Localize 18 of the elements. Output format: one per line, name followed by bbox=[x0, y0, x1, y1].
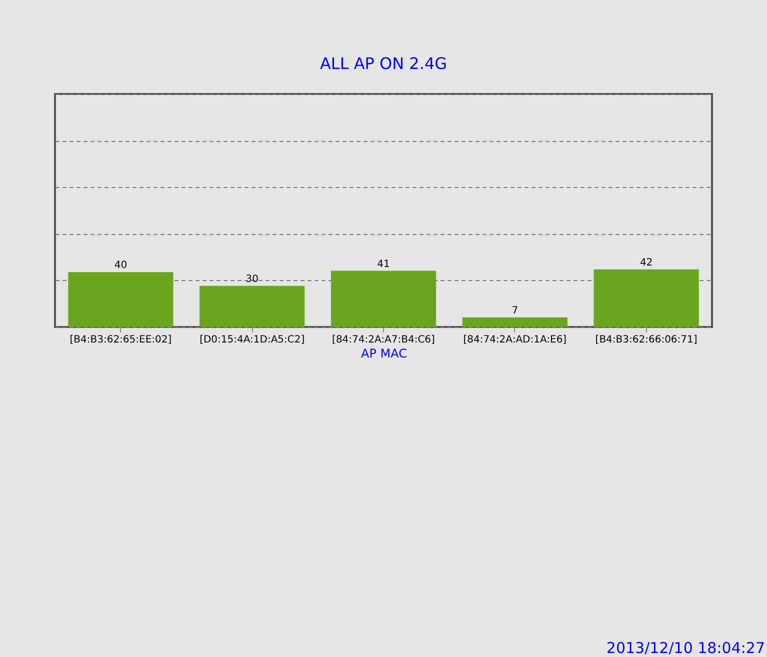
data-label: 42 bbox=[640, 257, 653, 268]
x-tick-label: [84:74:2A:AD:1A:E6] bbox=[463, 334, 567, 346]
data-label: 7 bbox=[512, 305, 518, 316]
data-label: 40 bbox=[114, 260, 128, 272]
chart-title: ALL AP ON 2.4G bbox=[320, 54, 448, 73]
data-label: 41 bbox=[377, 258, 390, 270]
text: 2013/12/10 18:04:27 bbox=[606, 639, 765, 657]
x-tick-label: [B4:B3:62:65:EE:02] bbox=[70, 334, 172, 346]
x-axis-title: AP MAC bbox=[361, 346, 407, 360]
x-tick-label: [84:74:2A:A7:B4:C6] bbox=[332, 334, 436, 346]
bar bbox=[462, 317, 568, 327]
x-tick-label: [D0:15:4A:1D:A5:C2] bbox=[200, 334, 305, 346]
bar bbox=[200, 286, 305, 327]
bar bbox=[594, 269, 699, 327]
x-tick-label: [B4:B3:62:66:06:71] bbox=[595, 334, 698, 346]
bar bbox=[330, 270, 436, 327]
data-label: 30 bbox=[246, 274, 258, 285]
bar bbox=[68, 272, 174, 327]
